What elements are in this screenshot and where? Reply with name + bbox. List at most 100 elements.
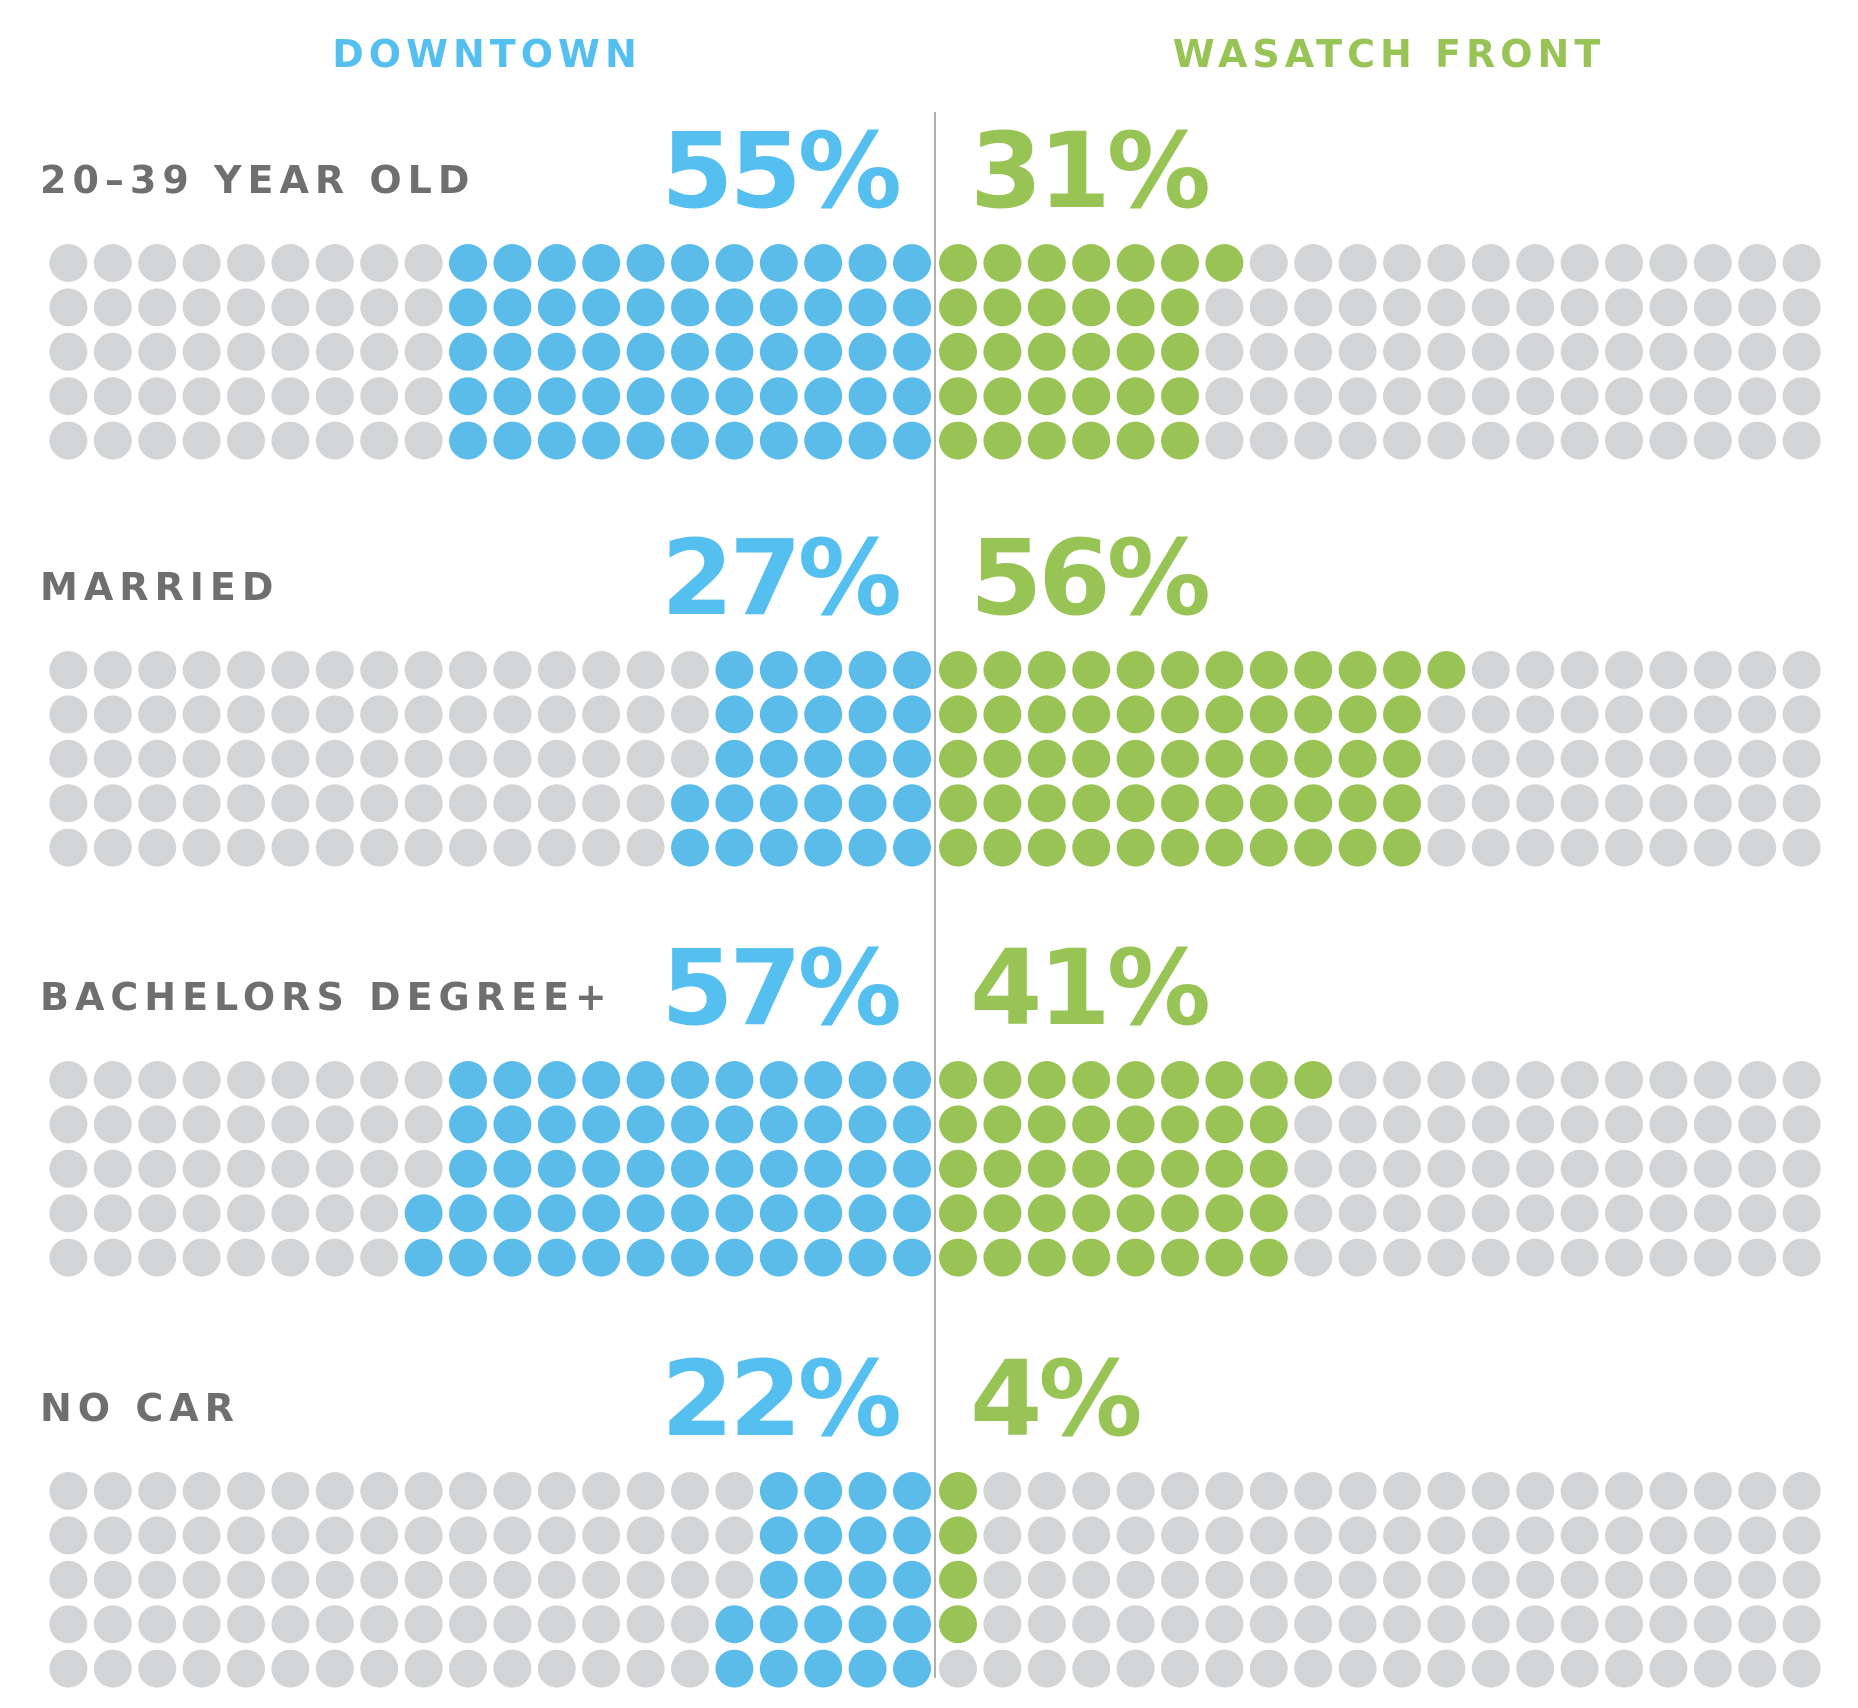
wasatch-dot-empty: [1471, 1194, 1510, 1233]
wasatch-dot-empty: [1427, 828, 1466, 867]
wasatch-dot-empty: [1560, 1061, 1599, 1099]
wasatch-dot-empty: [1383, 1472, 1421, 1510]
wasatch-dot-empty: [1205, 332, 1244, 371]
wasatch-dot-empty: [1693, 1105, 1732, 1144]
wasatch-dot-empty: [1516, 1560, 1555, 1599]
downtown-dot-filled: [537, 332, 576, 371]
downtown-dot-empty: [360, 1238, 399, 1277]
downtown-dot-empty: [49, 1560, 88, 1599]
wasatch-dot-filled: [939, 1472, 977, 1510]
wasatch-dot-filled: [1161, 244, 1199, 282]
wasatch-dot-empty: [1605, 1149, 1643, 1188]
wasatch-dot-filled: [939, 1194, 977, 1233]
downtown-dot-empty: [182, 377, 221, 416]
downtown-dot-empty: [138, 1560, 177, 1599]
downtown-dot-empty: [315, 1516, 354, 1555]
wasatch-dot-empty: [1605, 695, 1643, 734]
wasatch-dot-empty: [1516, 1061, 1555, 1099]
downtown-dot-empty: [271, 332, 310, 371]
wasatch-dot-empty: [1427, 784, 1466, 823]
wasatch-dot-empty: [1338, 1472, 1377, 1510]
downtown-dot-filled: [449, 1149, 487, 1188]
downtown-dot-empty: [182, 695, 221, 734]
wasatch-dot-filled: [983, 244, 1022, 282]
downtown-dot-empty: [360, 1516, 399, 1555]
downtown-dot-filled: [759, 1649, 798, 1688]
wasatch-dot-empty: [1738, 828, 1777, 867]
wasatch-dot-empty: [1560, 1605, 1599, 1644]
downtown-dot-filled: [893, 784, 931, 823]
wasatch-dot-empty: [1338, 1194, 1377, 1233]
wasatch-dot-empty: [1560, 332, 1599, 371]
header-downtown: DOWNTOWN: [332, 32, 642, 76]
downtown-dot-filled: [759, 651, 798, 689]
downtown-dot-empty: [227, 332, 265, 371]
wasatch-dot-empty: [1738, 244, 1777, 282]
downtown-dot-empty: [671, 1605, 709, 1644]
wasatch-dot-empty: [1116, 1560, 1155, 1599]
downtown-dot-empty: [93, 288, 132, 327]
downtown-dot-empty: [360, 1149, 399, 1188]
downtown-dot-empty: [626, 695, 665, 734]
wasatch-dot-empty: [1516, 1194, 1555, 1233]
wasatch-dot-empty: [1516, 784, 1555, 823]
downtown-dot-empty: [671, 1560, 709, 1599]
wasatch-dot-filled: [983, 1105, 1022, 1144]
downtown-dot-filled: [582, 421, 621, 460]
downtown-dot-empty: [138, 1194, 177, 1233]
wasatch-dot-filled: [983, 421, 1022, 460]
wasatch-dot-empty: [1738, 1194, 1777, 1233]
wasatch-dot-empty: [1605, 1560, 1643, 1599]
wasatch-dot-empty: [1649, 244, 1688, 282]
downtown-dot-empty: [93, 1061, 132, 1099]
downtown-dot-empty: [404, 421, 443, 460]
downtown-dot-empty: [715, 1560, 754, 1599]
wasatch-dot-empty: [1782, 1105, 1821, 1144]
downtown-dot-filled: [493, 1149, 532, 1188]
downtown-dot-empty: [582, 1472, 621, 1510]
wasatch-dot-filled: [939, 1560, 977, 1599]
wasatch-dot-empty: [1427, 1605, 1466, 1644]
wasatch-dot-filled: [983, 651, 1022, 689]
wasatch-dot-filled: [939, 651, 977, 689]
downtown-dot-empty: [182, 651, 221, 689]
wasatch-dot-empty: [1072, 1560, 1111, 1599]
wasatch-dot-empty: [1338, 244, 1377, 282]
wasatch-dot-empty: [1605, 288, 1643, 327]
wasatch-dot-empty: [1383, 1238, 1421, 1277]
wasatch-dot-filled: [939, 244, 977, 282]
downtown-dot-filled: [804, 1649, 843, 1688]
downtown-dot-empty: [360, 1194, 399, 1233]
downtown-percent: 55%: [661, 110, 899, 232]
downtown-dot-filled: [759, 1238, 798, 1277]
downtown-dot-empty: [138, 1238, 177, 1277]
downtown-dot-filled: [537, 1238, 576, 1277]
wasatch-dot-filled: [983, 1194, 1022, 1233]
wasatch-dot-filled: [1249, 1105, 1288, 1144]
downtown-dot-filled: [582, 332, 621, 371]
wasatch-dot-empty: [1516, 1516, 1555, 1555]
downtown-dot-empty: [227, 1605, 265, 1644]
wasatch-dot-empty: [1560, 377, 1599, 416]
wasatch-dot-empty: [1383, 1149, 1421, 1188]
wasatch-dot-empty: [1605, 784, 1643, 823]
downtown-dot-filled: [804, 1605, 843, 1644]
downtown-dot-filled: [626, 1105, 665, 1144]
wasatch-dot-empty: [1294, 1238, 1333, 1277]
wasatch-dot-empty: [1693, 1605, 1732, 1644]
wasatch-dot-empty: [1693, 739, 1732, 778]
downtown-dot-empty: [626, 651, 665, 689]
downtown-dot-empty: [93, 244, 132, 282]
downtown-dot-empty: [404, 1516, 443, 1555]
downtown-dot-filled: [404, 1238, 443, 1277]
downtown-dot-empty: [315, 1149, 354, 1188]
wasatch-dot-empty: [1294, 1149, 1333, 1188]
wasatch-dot-empty: [1560, 1105, 1599, 1144]
downtown-dot-filled: [759, 421, 798, 460]
wasatch-dot-empty: [1649, 421, 1688, 460]
wasatch-dot-empty: [1383, 1105, 1421, 1144]
wasatch-dot-empty: [1693, 1238, 1732, 1277]
downtown-dot-empty: [271, 1149, 310, 1188]
downtown-dot-filled: [582, 1061, 621, 1099]
